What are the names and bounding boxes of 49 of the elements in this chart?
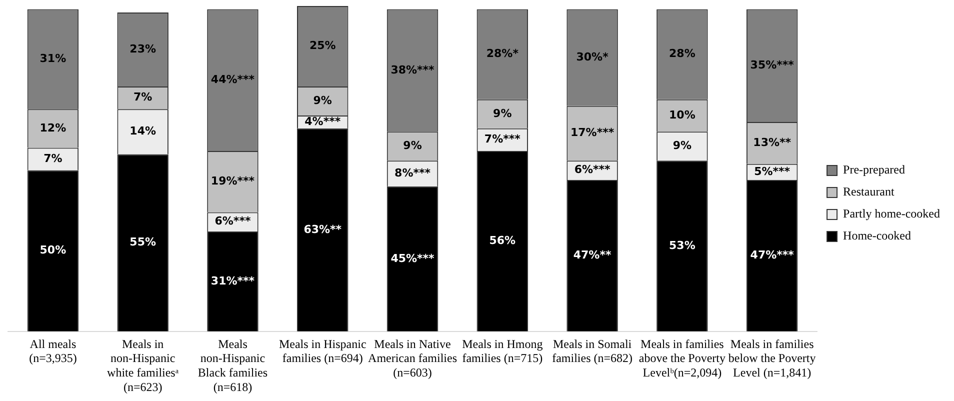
data-label: 31%*** <box>210 274 255 288</box>
data-label: 47%*** <box>750 248 794 262</box>
x-tick-label: Meals in Native American families (n=603) <box>368 336 458 380</box>
data-label: 50% <box>40 244 66 257</box>
data-label: 31% <box>40 52 66 66</box>
data-label: 47%** <box>573 248 612 262</box>
data-label: 10% <box>669 108 696 122</box>
data-label: 7% <box>133 90 152 104</box>
data-label: 8%*** <box>394 166 431 180</box>
data-label: 5%*** <box>754 164 790 178</box>
data-label: 7%*** <box>484 132 521 146</box>
x-tick-label: Meals in Somali families (n=682) <box>552 336 633 366</box>
x-tick-label: Meals non-Hispanic Black families (n=618) <box>198 336 268 394</box>
data-label: 17%*** <box>570 126 614 140</box>
data-label: 63%** <box>304 222 342 236</box>
data-label: 13%** <box>753 136 792 149</box>
data-label: 12% <box>40 121 66 134</box>
x-tick-label: Meals in non-Hispanic white familiesᵃ (n=623) <box>107 336 180 394</box>
data-label: 23% <box>130 42 156 56</box>
data-label: 9% <box>313 94 332 107</box>
data-label: 53% <box>669 238 696 252</box>
data-label: 9% <box>493 106 512 120</box>
data-label: 28%* <box>486 47 519 60</box>
legend-label: Partly home-cooked <box>843 206 940 221</box>
data-label: 4%*** <box>304 114 341 128</box>
x-tick-label: Meals in Hispanic families (n=694) <box>278 336 366 366</box>
data-label: 30%* <box>576 50 609 64</box>
data-label: 9% <box>672 139 692 152</box>
data-label: 45%*** <box>390 252 435 265</box>
data-label: 35%*** <box>750 58 794 72</box>
data-label: 25% <box>309 39 336 52</box>
data-label: 28% <box>669 47 696 60</box>
legend-label: Restaurant <box>843 184 896 199</box>
data-label: 55% <box>130 236 156 249</box>
x-tick-label: Meals in families below the Poverty Level (n=1,841) <box>728 336 816 380</box>
data-label: 6%*** <box>214 214 251 228</box>
data-label: 56% <box>489 234 516 248</box>
data-label: 9% <box>403 139 422 152</box>
data-label: 38%*** <box>390 63 435 76</box>
data-label: 7% <box>44 152 62 165</box>
data-label: 44%*** <box>210 72 255 86</box>
x-tick-label: All meals (n=3,935) <box>29 336 77 366</box>
x-tick-label: Meals in Hmong families (n=715) <box>462 336 543 366</box>
legend-label: Home-cooked <box>843 228 912 243</box>
data-label: 14% <box>130 124 156 138</box>
data-label: 6%*** <box>574 163 611 176</box>
legend-label: Pre-prepared <box>843 162 905 177</box>
data-label: 19%*** <box>210 174 255 188</box>
x-tick-label: Meals in families above the Poverty Levelᵇ(n=2,094) <box>638 336 726 380</box>
